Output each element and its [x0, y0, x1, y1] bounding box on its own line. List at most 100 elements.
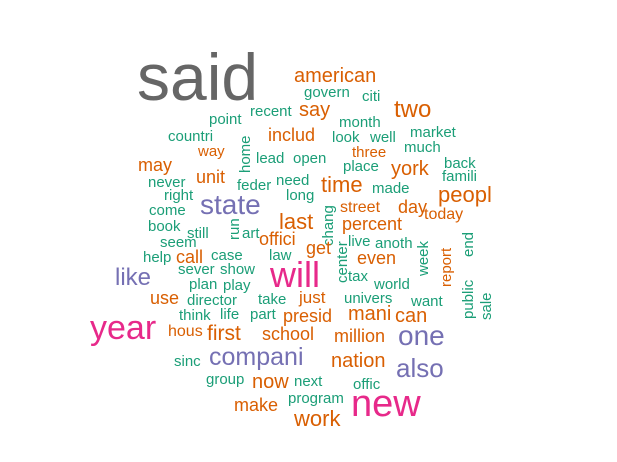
word-last: last [279, 209, 313, 234]
word-univers: univers [344, 290, 392, 307]
word-said: said [137, 40, 258, 114]
word-run: run [226, 218, 243, 240]
word-school: school [262, 324, 314, 344]
word-center: center [334, 241, 351, 283]
word-made: made [372, 180, 410, 197]
word-call: call [176, 247, 203, 267]
word-back: back [444, 155, 476, 172]
word-director: director [187, 292, 237, 309]
word-unit: unit [196, 167, 225, 187]
word-today: today [424, 206, 463, 223]
word-public: public [460, 279, 477, 319]
word-get: get [306, 238, 331, 258]
word-look: look [332, 129, 360, 146]
word-york: york [391, 158, 430, 180]
word-year: year [90, 309, 156, 347]
word-time: time [321, 172, 363, 197]
word-famili: famili [442, 168, 477, 185]
word-feder: feder [237, 177, 271, 194]
word-live: live [348, 233, 371, 250]
word-can: can [395, 305, 427, 327]
word-art: art [242, 225, 260, 242]
word-anoth: anoth [375, 235, 413, 252]
word-may: may [138, 155, 172, 175]
word-will: will [269, 254, 320, 295]
word-right: right [164, 187, 194, 204]
word-percent: percent [342, 214, 402, 234]
word-nation: nation [331, 350, 386, 372]
word-offic: offic [353, 376, 381, 393]
word-now: now [252, 371, 289, 393]
word-seem: seem [160, 234, 197, 251]
word-first: first [207, 322, 241, 345]
word-point: point [209, 111, 242, 128]
word-well: well [369, 129, 396, 146]
word-show: show [220, 261, 255, 278]
word-group: group [206, 371, 244, 388]
word-countri: countri [168, 128, 213, 145]
word-open: open [293, 150, 326, 167]
word-part: part [250, 306, 277, 323]
word-mani: mani [348, 303, 391, 325]
word-also: also [396, 353, 444, 383]
word-law: law [269, 247, 292, 264]
word-like: like [115, 264, 151, 291]
word-street: street [340, 199, 381, 216]
word-govern: govern [304, 84, 350, 101]
word-program: program [288, 390, 344, 407]
word-tax: tax [348, 268, 369, 285]
word-sale: sale [478, 292, 495, 320]
word-report: report [438, 247, 455, 287]
word-make: make [234, 395, 278, 415]
word-two: two [394, 96, 431, 123]
word-compani: compani [209, 343, 304, 371]
word-presid: presid [283, 306, 332, 326]
word-never: never [148, 174, 186, 191]
word-case: case [211, 247, 243, 264]
word-home: home [237, 135, 254, 173]
word-want: want [410, 293, 444, 310]
word-three: three [352, 144, 386, 161]
word-american: american [294, 65, 376, 87]
word-hous: hous [168, 323, 203, 340]
word-includ: includ [268, 125, 315, 145]
word-world: world [373, 276, 410, 293]
word-way: way [197, 143, 225, 160]
word-take: take [258, 291, 286, 308]
word-lead: lead [256, 150, 284, 167]
word-work: work [293, 406, 341, 431]
word-plan: plan [189, 276, 217, 293]
word-help: help [143, 249, 171, 266]
word-sever: sever [178, 261, 215, 278]
word-say: say [299, 99, 330, 121]
word-market: market [410, 124, 457, 141]
word-end: end [460, 232, 477, 257]
word-peopl: peopl [438, 182, 492, 207]
word-sinc: sinc [174, 353, 201, 370]
word-next: next [294, 373, 323, 390]
word-come: come [149, 202, 186, 219]
word-new: new [351, 383, 421, 425]
word-use: use [150, 288, 179, 308]
word-recent: recent [250, 103, 293, 120]
word-one: one [398, 320, 445, 351]
word-play: play [223, 277, 251, 294]
word-long: long [286, 187, 314, 204]
word-even: even [357, 248, 396, 268]
word-just: just [298, 288, 326, 307]
word-week: week [415, 240, 432, 277]
word-book: book [148, 218, 181, 235]
word-think: think [179, 307, 211, 324]
word-citi: citi [362, 88, 380, 105]
word-place: place [343, 158, 379, 175]
word-million: million [334, 326, 385, 346]
word-day: day [398, 197, 427, 217]
word-month: month [339, 114, 381, 131]
word-state: state [200, 189, 261, 220]
word-chang: chang [320, 205, 337, 246]
word-still: still [187, 225, 209, 242]
word-offici: offici [259, 229, 296, 249]
word-need: need [276, 172, 309, 189]
word-much: much [404, 139, 441, 156]
